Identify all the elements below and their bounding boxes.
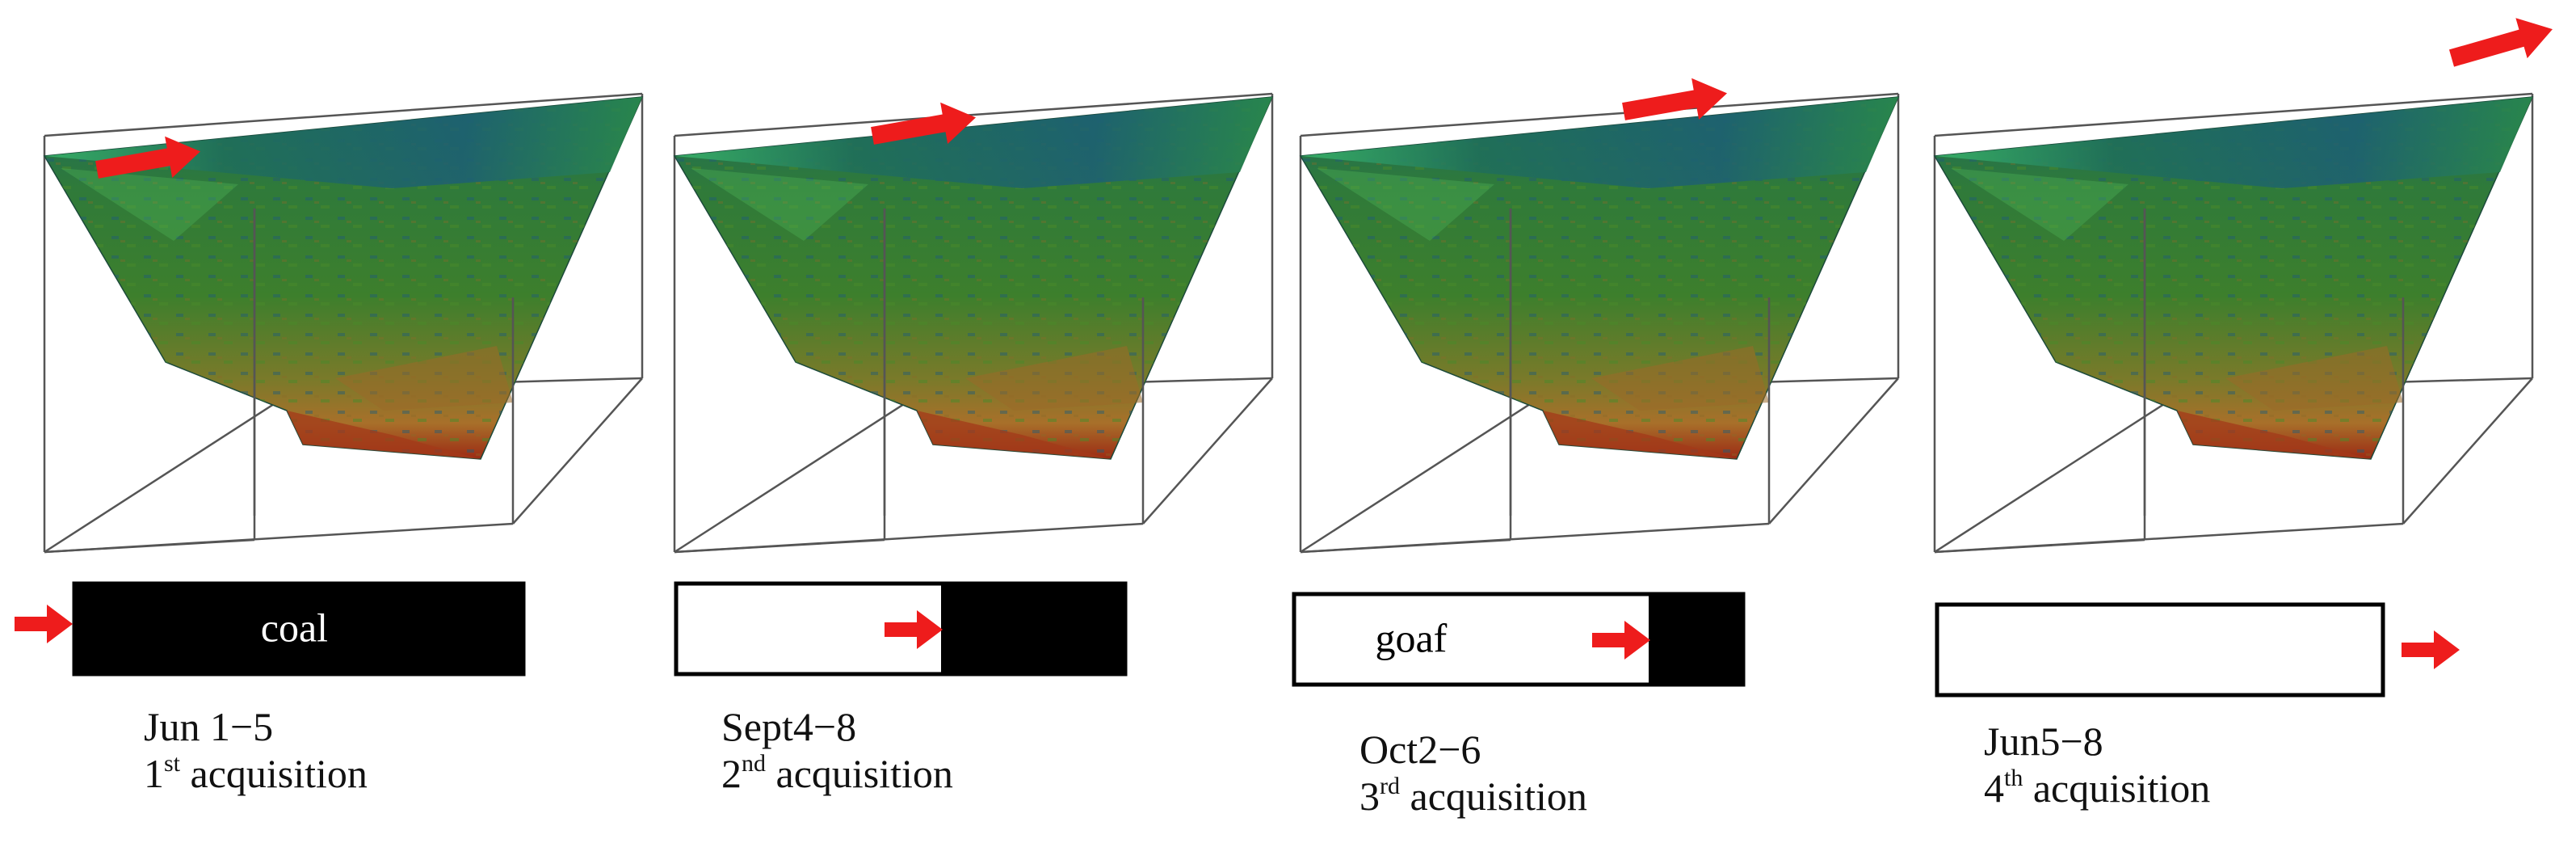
panel-1-acq-number: 1 <box>144 751 164 796</box>
panel-4-acq-number: 4 <box>1984 765 2004 811</box>
section-bar-1: coal <box>72 581 526 677</box>
section-bar-4 <box>1935 602 2385 698</box>
face-arrow-4 <box>2402 630 2460 669</box>
block-3d-4 <box>1933 92 2534 554</box>
panel-1-acquisition: 1st acquisition <box>144 750 368 797</box>
coal-region-1 <box>74 584 523 674</box>
panel-2-acq-number: 2 <box>721 751 742 796</box>
bar-outline-1 <box>72 581 526 677</box>
panel-2-acq-suffix: nd <box>742 750 766 777</box>
panel-3-date: Oct2−6 <box>1359 727 1481 772</box>
panel-4-date: Jun5−8 <box>1984 719 2103 764</box>
goaf-region-4 <box>1937 605 2383 695</box>
panel-2-acq-word: acquisition <box>775 751 953 796</box>
block-3d-3 <box>1299 92 1900 554</box>
panel-3-acq-suffix: rd <box>1380 773 1400 799</box>
block-3d-2 <box>673 92 1274 554</box>
bar-outline-2 <box>674 581 1128 677</box>
panel-1-acq-suffix: st <box>164 750 181 777</box>
panel-2-date: Sept4−8 <box>721 704 857 749</box>
panel-1-date: Jun 1−5 <box>144 704 274 749</box>
block-3d-1 <box>43 92 644 554</box>
panel-2-acquisition: 2nd acquisition <box>721 750 953 797</box>
face-arrow-1 <box>15 605 73 643</box>
panel-4-acquisition: 4th acquisition <box>1984 765 2210 811</box>
section-bar-3: goaf <box>1292 592 1746 687</box>
panel-4-acq-word: acquisition <box>2032 765 2211 811</box>
panel-3-acq-number: 3 <box>1359 773 1380 819</box>
bar-label-1: coal <box>261 605 328 650</box>
section-bar-2 <box>674 581 1128 677</box>
bar-outline-4 <box>1935 602 2385 698</box>
panel-4-acq-suffix: th <box>2004 765 2023 791</box>
panel-1-acq-word: acquisition <box>190 751 368 796</box>
face-arrow-2 <box>885 610 943 649</box>
panel-3-acquisition: 3rd acquisition <box>1359 773 1587 820</box>
face-arrow-3 <box>1592 621 1650 660</box>
panel-3-acq-word: acquisition <box>1410 773 1587 819</box>
bar-label-3: goaf <box>1375 615 1447 660</box>
advance-arrow-4 <box>2445 9 2559 78</box>
bar-outline-3 <box>1292 592 1746 687</box>
goaf-region-3 <box>1294 594 1649 685</box>
